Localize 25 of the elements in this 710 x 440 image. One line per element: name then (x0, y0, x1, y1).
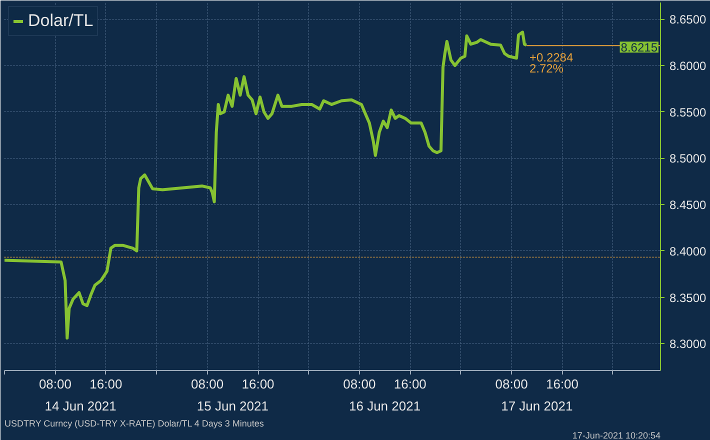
y-tick-label: 8.4000 (670, 244, 707, 258)
y-tick-label: 8.5000 (670, 152, 707, 166)
y-tick-label: 8.3000 (670, 337, 707, 352)
x-tick-label: 16:00 (242, 376, 274, 392)
y-tick-label: 8.3500 (670, 290, 707, 305)
x-tick-label: 08:00 (343, 376, 376, 392)
x-tick-label: 16:00 (394, 376, 426, 392)
text: 17 Jun 2021 (501, 398, 573, 414)
text: USDTRY Curncy (USD-TRY X-RATE) Dolar/TL 4 Days 3 Minutes (4, 418, 264, 428)
ref-line-label: 8.6215 (620, 40, 658, 55)
x-tick-label: 08:00 (191, 376, 224, 392)
text: 15 Jun 2021 (196, 398, 268, 414)
text: 17-Jun-2021 10:20:54 (572, 430, 661, 440)
x-tick-label: 08:00 (38, 376, 72, 392)
x-tick-label: 16:00 (90, 376, 122, 392)
line-series (4, 30, 528, 340)
y-tick-label: 8.6500 (670, 12, 707, 27)
x-tick-label: 08:00 (495, 376, 528, 392)
x-tick-label: 16:00 (546, 376, 579, 392)
legend-label: Dolar/TL (28, 11, 94, 31)
y-tick-label: 8.4500 (670, 198, 707, 212)
text: 14 Jun 2021 (44, 398, 116, 414)
text: 16 Jun 2021 (349, 398, 421, 414)
y-tick-label: 8.5500 (670, 105, 707, 120)
y-tick-label: 8.6000 (670, 59, 707, 74)
